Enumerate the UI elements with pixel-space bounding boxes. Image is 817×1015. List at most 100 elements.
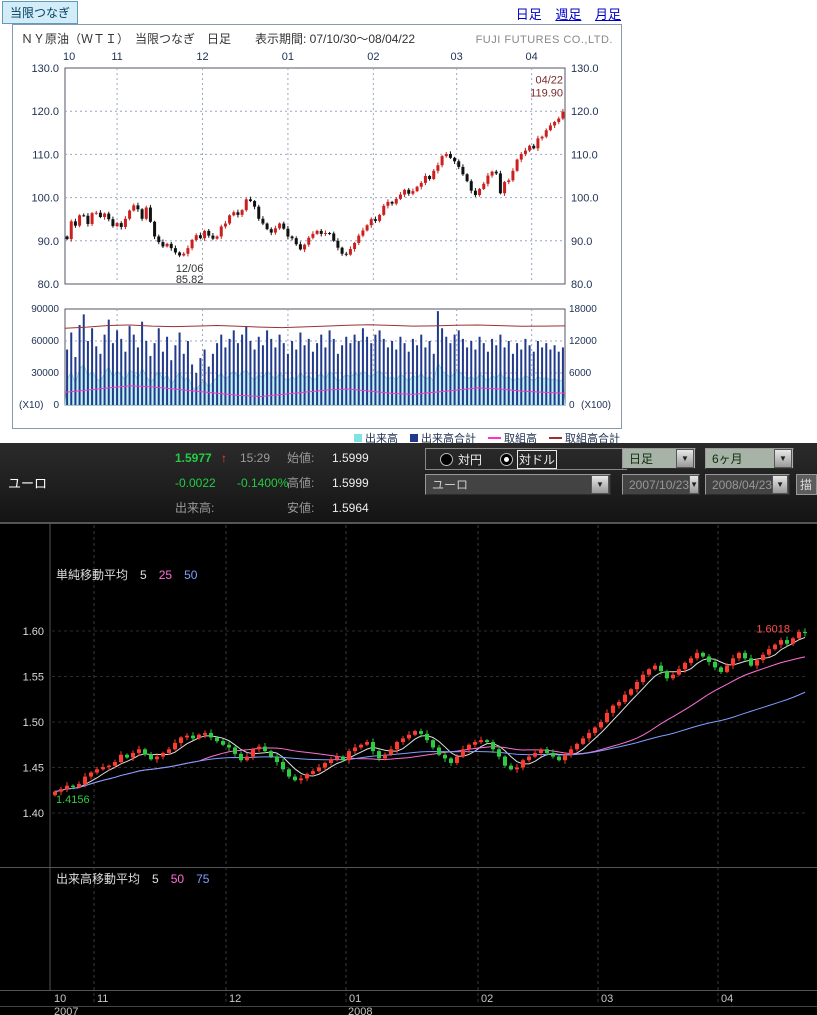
svg-text:01: 01 [349,993,361,1005]
radio-vs-yen[interactable]: 対円 [440,451,482,468]
svg-text:1.60: 1.60 [23,626,44,638]
svg-text:18000: 18000 [569,304,597,315]
chevron-down-icon[interactable]: ▼ [689,475,699,494]
chevron-down-icon[interactable]: ▼ [774,449,792,468]
fx-section: ユーロ 1.5977 ↑ 15:29 始値: 1.5999 -0.0022 -0… [0,443,817,1015]
svg-text:100.0: 100.0 [571,193,599,205]
svg-text:0: 0 [569,400,575,411]
svg-text:1.40: 1.40 [23,808,44,820]
svg-text:12: 12 [196,51,208,63]
legend-item: 出来高合計 [410,430,476,446]
link-weekly[interactable]: 週足 [555,7,582,22]
radio-vs-dollar[interactable]: 対ドル [500,449,558,469]
svg-text:85.82: 85.82 [176,274,204,286]
draw-button[interactable]: 描 [796,474,817,495]
svg-text:6000: 6000 [569,368,592,379]
svg-text:02: 02 [481,993,493,1005]
legend-swatch-icon [354,434,362,442]
timeframe-select-value: 日足 [629,452,654,466]
svg-text:04: 04 [526,51,538,63]
svg-text:90.0: 90.0 [38,236,59,248]
legend-item: 取組高合計 [549,430,620,446]
svg-text:1.50: 1.50 [23,717,44,729]
svg-text:03: 03 [601,993,613,1005]
svg-text:130.0: 130.0 [571,63,599,75]
svg-text:90.0: 90.0 [571,236,592,248]
fx-low-label: 安値: [287,501,315,515]
svg-text:90000: 90000 [31,304,59,315]
fx-quote-time: 15:29 [240,451,271,465]
symbol-select[interactable]: ユーロ ▼ [425,474,611,495]
svg-text:01: 01 [282,51,294,63]
svg-text:2008: 2008 [348,1006,372,1015]
svg-text:110.0: 110.0 [32,149,59,161]
fx-header: ユーロ 1.5977 ↑ 15:29 始値: 1.5999 -0.0022 -0… [0,443,817,523]
fx-open-value: 1.5999 [332,451,369,465]
svg-text:02: 02 [367,51,379,63]
legend-swatch-icon [549,437,562,439]
svg-text:11: 11 [97,993,108,1005]
svg-text:03: 03 [451,51,463,63]
fx-volume-label: 出来高: [175,501,215,515]
fx-symbol-label: ユーロ [8,476,48,491]
fx-open-label: 始値: [287,451,315,465]
svg-text:(X10): (X10) [19,400,43,411]
up-arrow-icon: ↑ [221,451,227,465]
oil-price-chart: 130.0 130.0 120.0 120.0 110.0 110.0 100.0 100.0… [31,51,599,291]
svg-text:0: 0 [53,400,59,411]
oil-chart-title: ＮＹ原油（ＷＴＩ） 当限つなぎ 日足 表示期間: 07/10/30〜08/04/… [21,32,416,46]
date-from-value: 2007/10/23 [629,477,690,492]
chevron-down-icon[interactable]: ▼ [772,475,788,494]
date-from-select[interactable]: 2007/10/23 ▼ [622,474,700,495]
radio-vs-dollar-label: 対ドル [517,449,558,469]
radio-circle-selected-icon [500,452,514,466]
chevron-down-icon[interactable]: ▼ [591,475,609,494]
tab-current-contract[interactable]: 当限つなぎ [2,1,79,24]
legend-swatch-icon [488,437,501,439]
fx-change-value: -0.0022 [175,476,216,490]
legend-swatch-icon [410,434,418,442]
svg-text:80.0: 80.0 [38,279,59,291]
svg-text:12/06: 12/06 [176,263,204,275]
radio-vs-yen-label: 対円 [458,452,483,467]
fx-high-value: 1.5999 [332,476,369,490]
date-to-select[interactable]: 2008/04/23 ▼ [705,474,790,495]
svg-text:04/22: 04/22 [535,75,563,87]
link-daily[interactable]: 日足 [515,7,542,22]
svg-text:12000: 12000 [569,336,597,347]
fx-change-percent: -0.1400% [237,476,289,490]
svg-text:(X100): (X100) [581,400,611,411]
legend-item: 出来高 [354,430,398,446]
oil-topbar: 当限つなぎ 日足 週足 月足 [0,0,817,24]
timeframe-select[interactable]: 日足 ▼ [622,448,696,469]
chevron-down-icon[interactable]: ▼ [676,449,694,468]
svg-text:120.0: 120.0 [31,106,59,118]
fx-low-value: 1.5964 [332,501,369,515]
range-select[interactable]: 6ヶ月 ▼ [705,448,794,469]
radio-circle-icon [440,452,453,466]
brand-label: FUJI FUTURES CO.,LTD. [475,34,613,46]
svg-text:120.0: 120.0 [571,106,599,118]
quote-currency-radio-group: 対円 対ドル [425,448,627,470]
date-to-value: 2008/04/23 [712,477,773,492]
svg-text:04: 04 [721,993,733,1005]
svg-text:100.0: 100.0 [31,193,59,205]
svg-text:12: 12 [229,993,241,1005]
fx-last-price: 1.5977 [175,451,212,465]
svg-text:1.45: 1.45 [23,763,44,775]
svg-text:10: 10 [63,51,75,63]
svg-text:11: 11 [111,51,122,63]
svg-text:1.4156: 1.4156 [56,794,90,806]
svg-text:1.6018: 1.6018 [756,623,790,635]
range-select-value: 6ヶ月 [712,452,743,466]
oil-chart-legend: 出来高 出来高合計 取組高 取組高合計 [12,430,620,446]
svg-text:2007: 2007 [54,1006,78,1015]
svg-text:80.0: 80.0 [571,279,592,291]
period-links: 日足 週足 月足 [506,4,621,23]
svg-text:130.0: 130.0 [31,63,59,75]
svg-text:1.55: 1.55 [23,672,44,684]
link-monthly[interactable]: 月足 [594,7,621,22]
